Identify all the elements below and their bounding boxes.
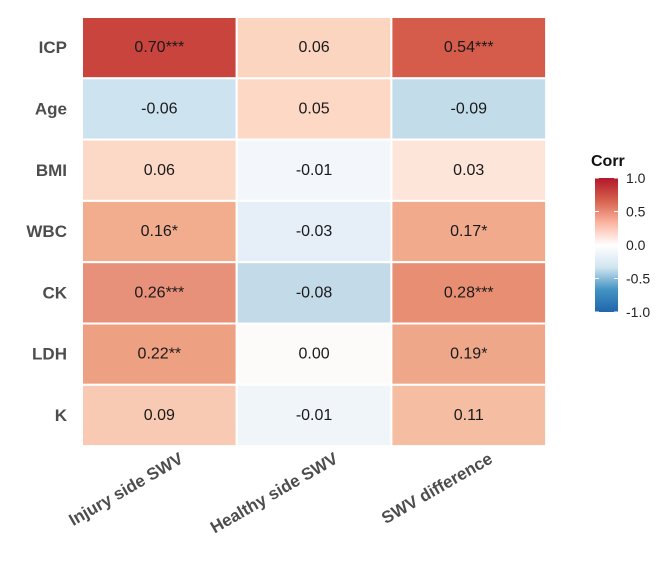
cell-value-label: 0.05 bbox=[298, 100, 329, 117]
heatmap-cell bbox=[81, 322, 238, 386]
row-label-bmi: BMI bbox=[36, 161, 67, 180]
heatmap-cell bbox=[390, 322, 548, 386]
cell-value-label: 0.26*** bbox=[134, 284, 184, 301]
cell-value-label: 0.00 bbox=[298, 346, 329, 363]
cell-value-label: 0.06 bbox=[144, 162, 175, 179]
cell-value-label: -0.06 bbox=[141, 100, 178, 117]
cell-value-label: 0.11 bbox=[454, 407, 484, 424]
cell-value-label: 0.03 bbox=[453, 162, 484, 179]
column-label: Injury side SWV bbox=[66, 449, 187, 530]
cell-value-label: -0.01 bbox=[296, 407, 333, 424]
heatmap-cell bbox=[81, 199, 238, 264]
column-label: Healthy side SWV bbox=[207, 449, 341, 538]
heatmap-cell bbox=[235, 261, 393, 325]
column-label: SWV difference bbox=[378, 449, 495, 528]
heatmap-cell bbox=[390, 77, 548, 141]
heatmap-cell bbox=[235, 138, 393, 202]
legend-tick-label: -0.5 bbox=[626, 271, 650, 287]
legend-tick-label: 0.5 bbox=[626, 204, 646, 220]
cell-value-label: 0.06 bbox=[298, 39, 329, 56]
cell-value-label: -0.08 bbox=[296, 284, 333, 301]
cell-value-label: 0.28*** bbox=[444, 284, 494, 301]
legend-tick-label: 0.0 bbox=[626, 237, 646, 253]
row-label-icp: ICP bbox=[39, 38, 67, 57]
legend-title: Corr bbox=[591, 153, 625, 170]
heatmap-cell bbox=[235, 16, 393, 80]
cell-value-label: -0.01 bbox=[296, 162, 333, 179]
legend-tick-label: -1.0 bbox=[626, 304, 650, 320]
row-label-age: Age bbox=[35, 99, 67, 118]
cell-value-label: -0.09 bbox=[451, 100, 488, 117]
cell-value-label: 0.19* bbox=[450, 346, 487, 363]
row-label-wbc: WBC bbox=[26, 222, 67, 241]
cell-value-label: 0.54*** bbox=[444, 39, 494, 56]
cell-value-label: 0.70*** bbox=[134, 39, 184, 56]
heatmap-cell bbox=[390, 383, 548, 448]
row-label-k: K bbox=[55, 406, 68, 425]
legend-colorbar bbox=[595, 178, 618, 312]
heatmap-cell bbox=[390, 199, 548, 264]
row-label-ck: CK bbox=[42, 283, 67, 302]
legend-tick-label: 1.0 bbox=[626, 170, 646, 186]
cell-value-label: 0.22** bbox=[138, 346, 182, 363]
heatmap-cell bbox=[235, 383, 393, 448]
heatmap-cell bbox=[235, 322, 393, 386]
cell-value-label: 0.16* bbox=[141, 223, 178, 240]
cell-value-label: 0.09 bbox=[144, 407, 175, 424]
cell-value-label: -0.03 bbox=[296, 223, 333, 240]
heatmap-cell bbox=[81, 16, 238, 80]
row-label-ldh: LDH bbox=[32, 345, 67, 364]
heatmap-cell bbox=[81, 383, 238, 448]
cell-value-label: 0.17* bbox=[450, 223, 487, 240]
